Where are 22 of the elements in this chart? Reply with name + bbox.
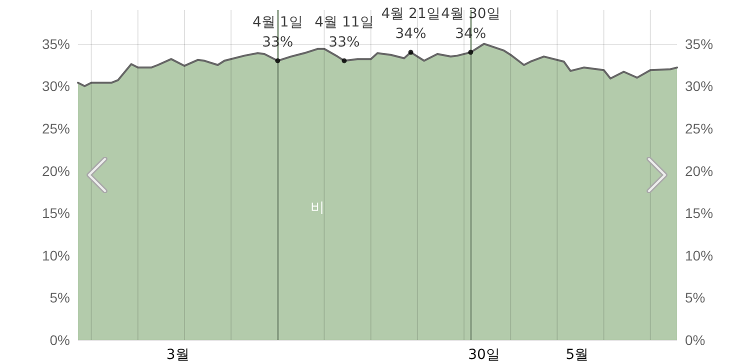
- y2-tick-label: 15%: [685, 205, 714, 222]
- y-tick-label: 10%: [42, 247, 70, 264]
- y2-tick-label: 5%: [685, 290, 706, 306]
- y-tick-label: 0%: [50, 332, 70, 348]
- y2-tick-label: 10%: [685, 247, 714, 264]
- y2-tick-label: 0%: [685, 332, 706, 348]
- y-tick-label: 5%: [50, 290, 70, 306]
- y2-tick-label: 20%: [685, 162, 714, 179]
- y-tick-label: 15%: [42, 205, 70, 222]
- y-tick-label: 25%: [42, 120, 70, 136]
- y2-tick-label: 30%: [685, 78, 714, 94]
- annotation: 4월 11일 33%: [314, 14, 374, 50]
- y2-tick-label: 25%: [685, 120, 714, 136]
- y2-tick-label: 35%: [685, 36, 714, 52]
- annotation: 4월 21일 34%: [381, 6, 440, 42]
- y-tick-label: 30%: [42, 78, 70, 94]
- x-tick-label: 3월: [166, 347, 190, 362]
- series-label: 비: [310, 200, 325, 216]
- x-tick-label: 30일: [468, 347, 500, 362]
- y-tick-label: 35%: [42, 36, 70, 52]
- y-tick-label: 20%: [42, 162, 70, 179]
- x-tick-label: 5월: [566, 347, 589, 362]
